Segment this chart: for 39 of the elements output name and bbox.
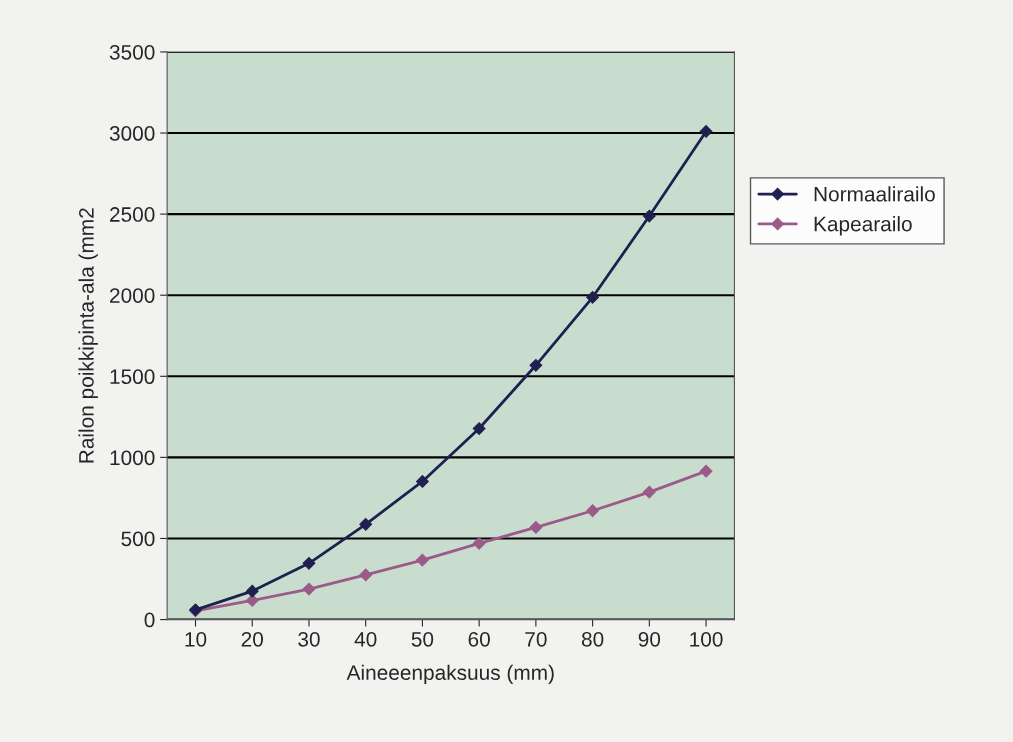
x-tick-label: 40	[354, 631, 377, 647]
y-tick-label: 3000	[109, 126, 155, 141]
point	[302, 582, 316, 596]
x-tick-label: 70	[525, 631, 547, 647]
point	[416, 553, 429, 567]
y-tick-label: 2500	[110, 207, 155, 222]
point	[642, 209, 656, 223]
y-tick-label: 1500	[110, 369, 155, 385]
point	[359, 568, 373, 582]
x-tick-label: 100	[690, 631, 723, 647]
x-tick-label: 50	[411, 631, 434, 647]
y-tick-label: 3500	[109, 44, 155, 60]
point	[642, 485, 656, 499]
x-tick-label: 80	[581, 631, 604, 647]
point	[302, 556, 316, 570]
point	[416, 474, 429, 488]
point	[359, 517, 373, 531]
point	[245, 584, 259, 598]
legend-label: Normaalirailo	[814, 186, 935, 202]
x-tick-label: 10	[185, 631, 207, 647]
x-tick-label: 90	[638, 631, 661, 647]
x-tick-label: 60	[468, 631, 490, 647]
point	[586, 290, 600, 304]
y-axis-title: Railon poikkipinta-ala (mm2	[78, 208, 98, 463]
x-tick-label: 20	[241, 631, 264, 647]
x-tick-label: 30	[298, 631, 320, 647]
y-tick-label: 0	[144, 612, 155, 628]
y-tick-label: 2000	[110, 288, 155, 303]
point	[529, 358, 543, 372]
x-axis-title: Aineeenpaksuus (mm)	[346, 664, 554, 685]
point	[529, 521, 543, 534]
point	[699, 125, 713, 138]
point	[472, 536, 486, 550]
y-tick-label: 1000	[110, 450, 155, 466]
point	[586, 504, 600, 518]
point	[472, 422, 486, 435]
legend-label: Kapearailo	[814, 216, 912, 236]
point	[699, 464, 713, 478]
y-tick-label: 500	[121, 531, 155, 547]
